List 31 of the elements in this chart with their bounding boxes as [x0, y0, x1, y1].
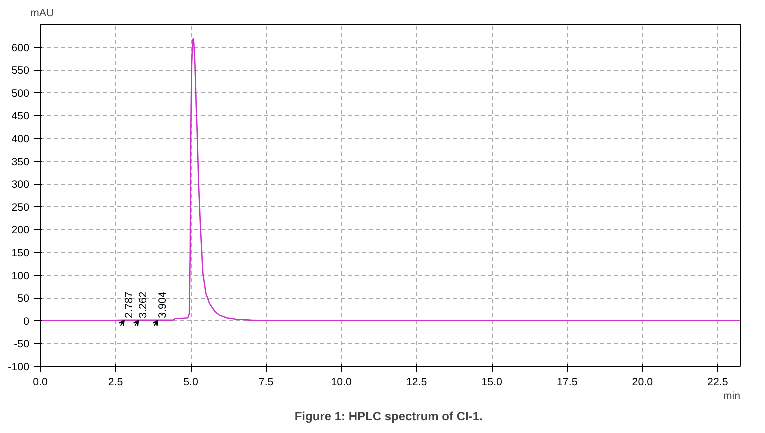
x-tick-label: 22.5 — [708, 376, 728, 388]
y-tick-label: 350 — [12, 156, 30, 168]
annotation: 2.787 — [123, 292, 136, 318]
y-tick-label: 150 — [12, 248, 30, 260]
y-tick-label: 300 — [12, 179, 30, 192]
x-tick-label: 12.5 — [406, 376, 428, 388]
x-axis-title: min — [723, 390, 741, 402]
y-tick-label: 100 — [12, 270, 30, 282]
x-tick-label: 15.0 — [482, 376, 503, 388]
text: Figure 1: HPLC spectrum of CI-1. — [294, 410, 483, 424]
x-tick-label: 7.5 — [258, 376, 274, 388]
y-tick-label: 600 — [12, 42, 30, 54]
x-tick-label: 20.0 — [632, 376, 654, 388]
y-axis-title: mAU — [30, 8, 54, 20]
annotation: 3.262 — [138, 292, 150, 318]
y-tick-label: 200 — [12, 224, 30, 237]
y-tick-label: -100 — [8, 362, 30, 374]
y-tick-label: 450 — [12, 110, 30, 123]
y-tick-label: -50 — [14, 338, 30, 351]
y-tick-label: 550 — [12, 65, 30, 78]
y-tick-label: 400 — [12, 134, 30, 146]
x-tick-label: 17.5 — [557, 376, 578, 388]
y-tick-label: 500 — [12, 88, 30, 100]
x-tick-label: 2.5 — [108, 376, 124, 388]
x-tick-label: 0.0 — [33, 376, 48, 388]
x-tick-label: 5.0 — [184, 376, 199, 388]
y-tick-label: 250 — [12, 202, 30, 214]
x-tick-label: 10.0 — [331, 376, 352, 388]
y-tick-label: 50 — [18, 293, 30, 306]
annotation: 3.904 — [157, 292, 170, 318]
y-tick-label: 0 — [24, 316, 30, 328]
